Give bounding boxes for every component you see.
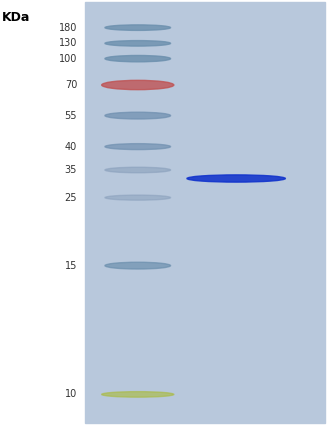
Bar [85,2,325,423]
Text: 25: 25 [65,193,77,203]
Ellipse shape [105,25,171,31]
Text: 100: 100 [59,54,77,64]
Ellipse shape [105,112,171,119]
Text: 10: 10 [65,389,77,400]
Ellipse shape [105,262,171,269]
Text: 130: 130 [59,38,77,48]
Text: 15: 15 [65,261,77,271]
Ellipse shape [187,175,285,182]
Ellipse shape [102,392,174,397]
Text: KDa: KDa [2,11,30,24]
Ellipse shape [105,41,171,46]
Ellipse shape [105,167,171,173]
Text: 55: 55 [65,110,77,121]
Ellipse shape [105,144,171,150]
Ellipse shape [105,195,171,200]
Ellipse shape [105,56,171,62]
Ellipse shape [102,80,174,90]
Text: 35: 35 [65,165,77,175]
Text: 70: 70 [65,80,77,90]
Text: 180: 180 [59,23,77,33]
Text: 40: 40 [65,142,77,152]
